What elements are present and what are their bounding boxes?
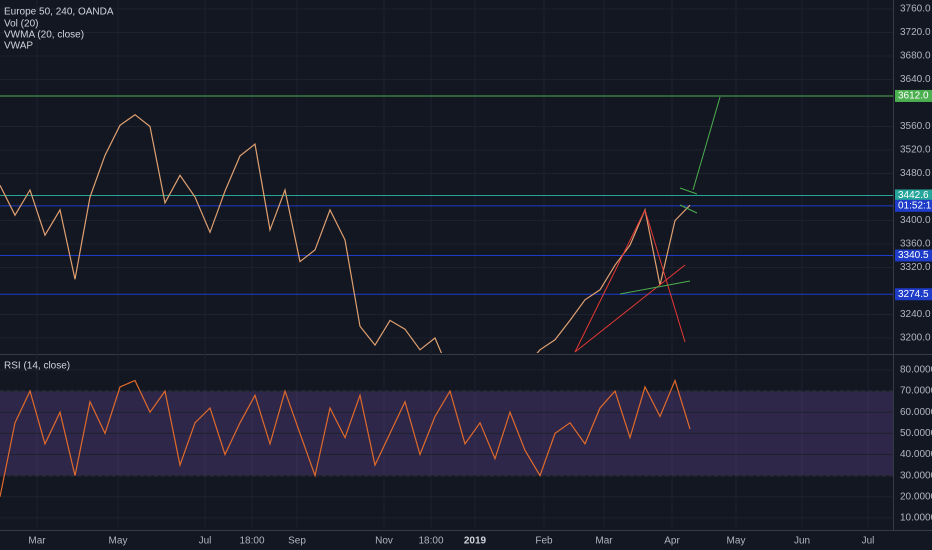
- indicator: VWMA (20, close): [4, 30, 84, 41]
- y-tick-label: 3360.0: [900, 239, 931, 250]
- y-tick-label: 3240.0: [900, 309, 931, 320]
- drawings: [574, 96, 721, 353]
- level-label: 3442.6: [898, 190, 929, 201]
- level-label-box: [895, 199, 932, 212]
- level-label: 3612.0: [898, 91, 929, 102]
- y-tick-label: 3640.0: [900, 74, 931, 85]
- y-tick-label: 50.0000: [900, 428, 932, 439]
- x-tick-label: Mar: [595, 536, 613, 547]
- indicator: VWAP: [4, 41, 33, 52]
- y-tick-label: 60.0000: [900, 407, 932, 418]
- flag-line: [679, 187, 698, 195]
- x-tick-label: Sep: [288, 536, 306, 547]
- x-tick-label: Nov: [375, 536, 393, 547]
- x-tick-label: May: [109, 536, 128, 547]
- projection-line: [692, 96, 721, 191]
- y-tick-label: 3760.0: [900, 4, 931, 15]
- x-tick-label: 18:00: [418, 536, 443, 547]
- y-tick-label: 3400.0: [900, 215, 931, 226]
- x-tick-label: 2019: [464, 536, 487, 547]
- level-label-box: [895, 288, 932, 301]
- y-tick-label: 3720.0: [900, 27, 931, 38]
- x-tick-label: Jul: [862, 536, 875, 547]
- chart-title: Europe 50, 240, OANDA: [4, 7, 114, 18]
- y-tick-label: 10.0000: [900, 513, 932, 524]
- x-tick-label: Feb: [535, 536, 553, 547]
- y-tick-label: 3200.0: [900, 333, 931, 344]
- level-label: 3274.5: [898, 289, 929, 300]
- y-tick-label: 70.0000: [900, 386, 932, 397]
- y-tick-label: 3480.0: [900, 168, 931, 179]
- level-label-box: [895, 189, 932, 202]
- x-tick-label: Jul: [199, 536, 212, 547]
- level-label-box: [895, 249, 932, 262]
- y-tick-label: 3320.0: [900, 262, 931, 273]
- y-tick-label: 3520.0: [900, 145, 931, 156]
- rsi-title: RSI (14, close): [4, 361, 70, 372]
- y-tick-label: 40.0000: [900, 449, 932, 460]
- level-label-box: [895, 89, 932, 102]
- y-tick-label: 80.0000: [900, 365, 932, 376]
- trend-line: [574, 264, 686, 353]
- y-tick-label: 3680.0: [900, 51, 931, 62]
- indicator: Vol (20): [4, 19, 38, 30]
- series-line: [0, 378, 691, 497]
- trend-line: [644, 209, 686, 343]
- flag-line: [679, 204, 698, 214]
- y-tick-label: 30.0000: [900, 470, 932, 481]
- x-tick-label: May: [727, 536, 746, 547]
- trend-line: [574, 209, 646, 353]
- x-tick-label: 18:00: [239, 536, 264, 547]
- level-label: 3340.5: [898, 250, 929, 261]
- x-tick-label: Mar: [28, 536, 46, 547]
- trend-line: [619, 280, 691, 295]
- x-tick-label: Jun: [794, 536, 810, 547]
- series-line: [0, 113, 691, 353]
- y-tick-label: 3560.0: [900, 121, 931, 132]
- x-tick-label: Apr: [664, 536, 680, 547]
- level-label: 01:52:17: [898, 200, 932, 211]
- y-tick-label: 20.0000: [900, 491, 932, 502]
